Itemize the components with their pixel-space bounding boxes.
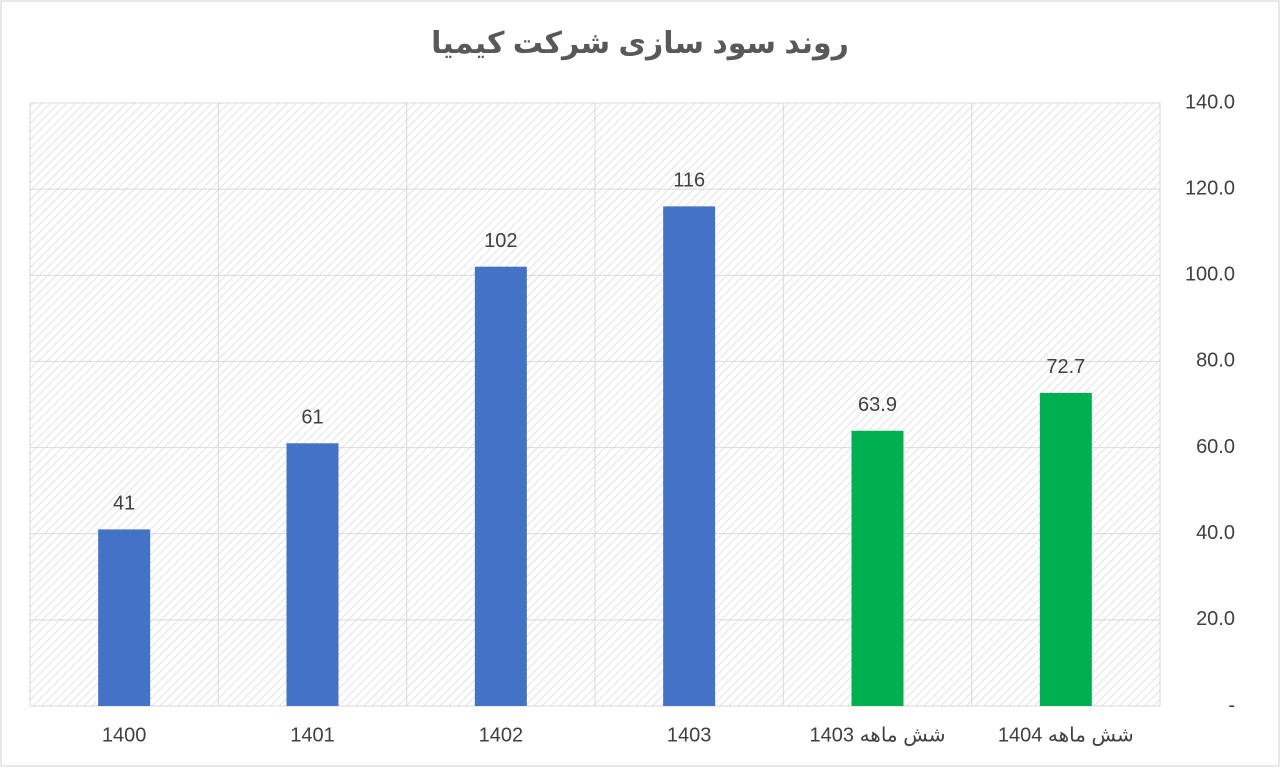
bar xyxy=(1039,392,1092,706)
y-tick-label: 120.0 xyxy=(1185,177,1235,199)
data-label: 63.9 xyxy=(858,394,897,416)
x-tick-label: 1401 xyxy=(290,724,335,746)
x-tick-label: 1400 xyxy=(102,724,147,746)
y-tick-label: 100.0 xyxy=(1185,264,1235,286)
data-label: 72.7 xyxy=(1046,356,1085,378)
y-tick-label: 80.0 xyxy=(1196,350,1235,372)
y-tick-label: 60.0 xyxy=(1196,436,1235,458)
bar xyxy=(474,266,527,706)
bar xyxy=(98,529,151,706)
data-label: 41 xyxy=(113,493,135,515)
x-tick-label: شش ماهه 1404 xyxy=(998,724,1134,746)
data-label: 102 xyxy=(484,230,517,252)
data-label: 116 xyxy=(673,170,705,192)
bar xyxy=(663,206,716,706)
data-label: 61 xyxy=(301,407,323,429)
x-tick-label: شش ماهه 1403 xyxy=(810,724,946,746)
y-tick-label: 40.0 xyxy=(1196,522,1235,544)
y-tick-label: 20.0 xyxy=(1196,608,1235,630)
y-tick-label: - xyxy=(1228,694,1235,716)
x-tick-label: 1403 xyxy=(667,724,712,746)
y-tick-label: 140.0 xyxy=(1185,91,1235,113)
bar xyxy=(286,443,339,706)
bar xyxy=(851,430,904,706)
x-tick-label: 1402 xyxy=(479,724,524,746)
chart-title: روند سود سازی شرکت کیمیا xyxy=(431,27,849,61)
